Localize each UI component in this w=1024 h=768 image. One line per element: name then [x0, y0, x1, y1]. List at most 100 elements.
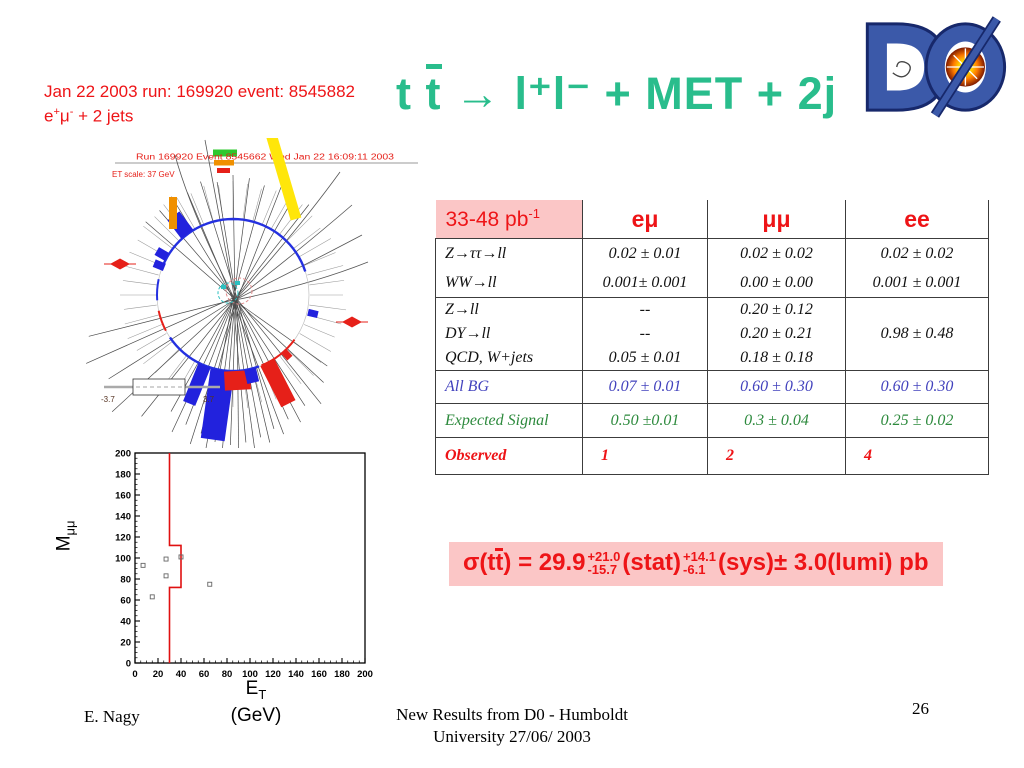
table-cell: DY→ll	[435, 322, 583, 346]
table-cell: 0.25 ± 0.02	[845, 403, 989, 438]
table-row: Z→ll -- 0.20 ± 0.12 0.98 ± 0.48	[435, 297, 989, 371]
svg-text:200: 200	[357, 669, 373, 680]
red-diamond	[342, 316, 362, 328]
table-cell: QCD, W+jets	[435, 346, 583, 371]
table-cell: 0.05 ± 0.01	[582, 346, 708, 371]
table-row: QCD, W+jets 0.05 ± 0.01 0.18 ± 0.18	[435, 346, 989, 371]
event-header-text: Run 169920 Event 8545662 Wed Jan 22 16:0…	[136, 153, 395, 162]
energy-deposit	[281, 349, 293, 361]
energy-deposit	[152, 259, 166, 271]
slide-title: t t → l⁺l⁻ + MET + 2j	[396, 64, 837, 120]
svg-text:60: 60	[120, 596, 131, 607]
table-cell: 0.60 ± 0.30	[845, 370, 989, 404]
svg-text:80: 80	[120, 575, 131, 586]
svg-text:180: 180	[115, 470, 131, 481]
detector-event-display: Run 169920 Event 8545662 Wed Jan 22 16:0…	[86, 138, 418, 448]
tbar-quark: t	[425, 64, 442, 116]
svg-text:100: 100	[115, 554, 131, 565]
table-row: DY→ll -- 0.20 ± 0.21	[435, 322, 989, 346]
table-cell: 0.001 ± 0.001	[845, 268, 989, 298]
event-annotation: Jan 22 2003 run: 169920 event: 8545882 e…	[44, 82, 355, 127]
orange-marker	[169, 197, 177, 229]
footer-title: New Results from D0 - Humboldt Universit…	[396, 705, 628, 746]
svg-text:0: 0	[126, 659, 131, 670]
cross-section-formula: σ(t t) = 29.9 +21.0 -15.7 (stat) +14.1 -6.1…	[449, 542, 943, 586]
table-cell: WW→ll	[435, 268, 583, 298]
energy-deposit	[244, 367, 260, 384]
table-cell: 4	[845, 437, 989, 475]
data-point	[140, 562, 146, 568]
results-table: 33-48 pb-1 eμ μμ ee Z→ττ→ll 0.02 ± 0.01 0.02 ±…	[435, 200, 989, 475]
plot-y-axis-label: Mμμ	[53, 520, 78, 552]
mass-vs-met-plot: 0 20 40 60 80 100 120 140 160 180 200 0 20 40 60 80 100 1…	[115, 449, 373, 681]
data-point	[207, 581, 213, 587]
table-cell: --	[582, 297, 708, 322]
energy-deposit	[307, 308, 319, 318]
table-cell-merged: 0.98 ± 0.48	[845, 297, 989, 371]
table-cell: Z→ll	[435, 297, 583, 322]
plot-x-axis-label: ET (GeV)	[230, 678, 282, 726]
svg-text:140: 140	[115, 512, 131, 523]
table-cell: Expected Signal	[435, 403, 583, 438]
svg-text:40: 40	[176, 669, 187, 680]
red-diamond	[110, 258, 130, 270]
sys-errors: +14.1 -6.1	[683, 549, 716, 577]
table-cell: 0.50 ±0.01	[582, 403, 708, 438]
energy-deposit	[154, 247, 170, 261]
svg-text:80: 80	[222, 669, 233, 680]
svg-text:100: 100	[242, 669, 258, 680]
svg-text:0: 0	[132, 669, 137, 680]
table-row: Observed 1 2 4	[435, 437, 989, 475]
svg-text:160: 160	[115, 491, 131, 502]
svg-text:20: 20	[120, 638, 131, 649]
data-point	[149, 594, 155, 600]
table-cell: 0.20 ± 0.12	[707, 297, 846, 322]
table-row: All BG 0.07 ± 0.01 0.60 ± 0.30 0.60 ± 0.30	[435, 370, 989, 404]
column-header-0: eμ	[582, 200, 708, 239]
eta-max-label: 3.7	[203, 395, 215, 404]
svg-text:140: 140	[288, 669, 304, 680]
table-cell: --	[582, 322, 708, 346]
svg-text:60: 60	[199, 669, 210, 680]
d0-logo	[865, 16, 1007, 118]
svg-text:120: 120	[115, 533, 131, 544]
table-cell: 0.02 ± 0.02	[707, 238, 846, 268]
table-cell: 0.02 ± 0.01	[582, 238, 708, 268]
table-cell: All BG	[435, 370, 583, 404]
svg-text:120: 120	[265, 669, 281, 680]
table-cell: 0.18 ± 0.18	[707, 346, 846, 371]
table-row: Expected Signal 0.50 ±0.01 0.3 ± 0.04 0.25 …	[435, 403, 989, 438]
column-header-1: μμ	[707, 200, 846, 239]
annotation-line2: e+μ- + 2 jets	[44, 106, 134, 126]
svg-text:180: 180	[334, 669, 350, 680]
annotation-line1: Jan 22 2003 run: 169920 event: 8545882	[44, 82, 355, 101]
results-table-container: 33-48 pb-1 eμ μμ ee Z→ττ→ll 0.02 ± 0.01 0.02 ±…	[435, 200, 989, 475]
eta-min-label: -3.7	[101, 395, 115, 404]
cut-line	[168, 453, 182, 663]
table-cell: Observed	[435, 437, 583, 475]
table-cell: 0.07 ± 0.01	[582, 370, 708, 404]
footer-author: E. Nagy	[84, 707, 140, 726]
table-cell: 0.00 ± 0.00	[707, 268, 846, 298]
data-point	[163, 573, 169, 579]
svg-text:20: 20	[153, 669, 164, 680]
energy-deposit	[183, 363, 211, 406]
data-point	[163, 556, 169, 562]
logo-squiggle	[892, 60, 911, 78]
svg-text:200: 200	[115, 449, 131, 460]
data-point	[178, 554, 184, 560]
table-cell: 1	[582, 437, 708, 475]
table-cell: 2	[707, 437, 846, 475]
table-cell: 0.02 ± 0.02	[845, 238, 989, 268]
page-number: 26	[912, 699, 929, 718]
yellow-jet	[266, 138, 302, 221]
svg-text:40: 40	[120, 617, 131, 628]
column-header-2: ee	[845, 200, 989, 239]
svg-text:160: 160	[311, 669, 327, 680]
table-row: WW→ll 0.001± 0.001 0.00 ± 0.00 0.001 ± 0.00…	[435, 268, 989, 298]
table-cell: 0.60 ± 0.30	[707, 370, 846, 404]
table-cell: 0.20 ± 0.21	[707, 322, 846, 346]
table-cell: 0.001± 0.001	[582, 268, 708, 298]
stat-errors: +21.0 -15.7	[587, 549, 621, 577]
